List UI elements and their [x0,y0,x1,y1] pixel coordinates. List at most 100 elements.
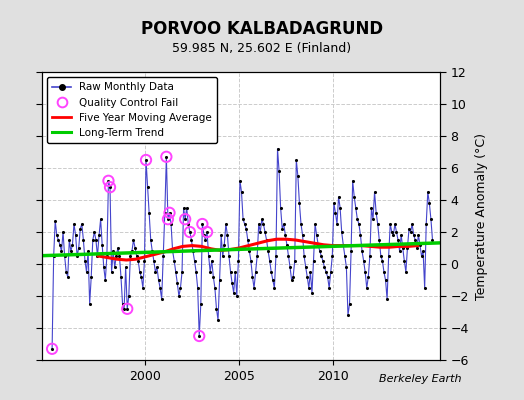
Point [153,264,161,270]
Point [93,253,102,259]
Point [162,154,170,160]
Point [195,333,203,339]
Point [129,237,138,243]
Point [407,229,415,235]
Point [285,253,293,259]
Point [222,221,230,227]
Point [161,210,169,216]
Point [288,277,296,283]
Point [411,237,419,243]
Point [185,229,194,235]
Point [372,210,380,216]
Point [68,242,77,248]
Point [322,269,330,275]
Point [109,248,117,254]
Point [63,274,72,280]
Point [231,269,239,275]
Point [304,285,313,291]
Point [208,258,216,264]
Text: PORVOO KALBADAGRUND: PORVOO KALBADAGRUND [141,20,383,38]
Point [144,184,152,190]
Point [370,189,379,195]
Point [223,232,232,238]
Point [248,274,257,280]
Point [274,146,282,152]
Point [187,237,195,243]
Point [214,317,222,323]
Point [111,264,119,270]
Point [155,277,163,283]
Point [79,237,88,243]
Point [353,216,362,222]
Point [337,229,346,235]
Point [369,216,377,222]
Point [347,248,355,254]
Point [117,274,125,280]
Point [281,232,290,238]
Point [179,205,188,211]
Point [215,277,224,283]
Point [388,229,396,235]
Point [383,296,391,302]
Point [209,274,217,280]
Point [165,210,173,216]
Point [114,245,122,251]
Point [217,232,225,238]
Point [184,221,192,227]
Point [225,253,233,259]
Point [283,242,291,248]
Point [178,269,186,275]
Point [314,242,322,248]
Point [241,221,249,227]
Point [289,274,297,280]
Point [422,221,430,227]
Point [400,258,409,264]
Point [174,293,183,299]
Point [52,232,61,238]
Point [309,258,318,264]
Point [286,264,294,270]
Point [140,258,149,264]
Point [325,285,333,291]
Point [125,293,133,299]
Point [330,200,338,206]
Point [397,232,406,238]
Point [163,216,172,222]
Y-axis label: Temperature Anomaly (°C): Temperature Anomaly (°C) [475,132,487,300]
Point [49,253,58,259]
Point [344,312,352,318]
Point [128,248,136,254]
Point [333,221,341,227]
Point [253,253,261,259]
Point [100,264,108,270]
Point [60,253,69,259]
Point [410,232,418,238]
Point [366,253,374,259]
Point [171,269,180,275]
Point [292,157,300,163]
Point [275,168,283,174]
Point [414,232,422,238]
Point [244,237,252,243]
Text: Berkeley Earth: Berkeley Earth [379,374,461,384]
Legend: Raw Monthly Data, Quality Control Fail, Five Year Moving Average, Long-Term Tren: Raw Monthly Data, Quality Control Fail, … [47,77,217,143]
Point [339,242,347,248]
Point [228,280,236,286]
Point [293,173,302,179]
Point [396,248,404,254]
Point [342,264,351,270]
Point [427,216,435,222]
Point [104,178,113,184]
Point [425,200,433,206]
Point [328,253,336,259]
Point [359,258,368,264]
Point [176,285,184,291]
Point [419,248,427,254]
Point [278,226,287,232]
Point [280,221,288,227]
Point [201,237,210,243]
Point [89,237,97,243]
Point [185,229,194,235]
Point [259,221,268,227]
Point [417,253,425,259]
